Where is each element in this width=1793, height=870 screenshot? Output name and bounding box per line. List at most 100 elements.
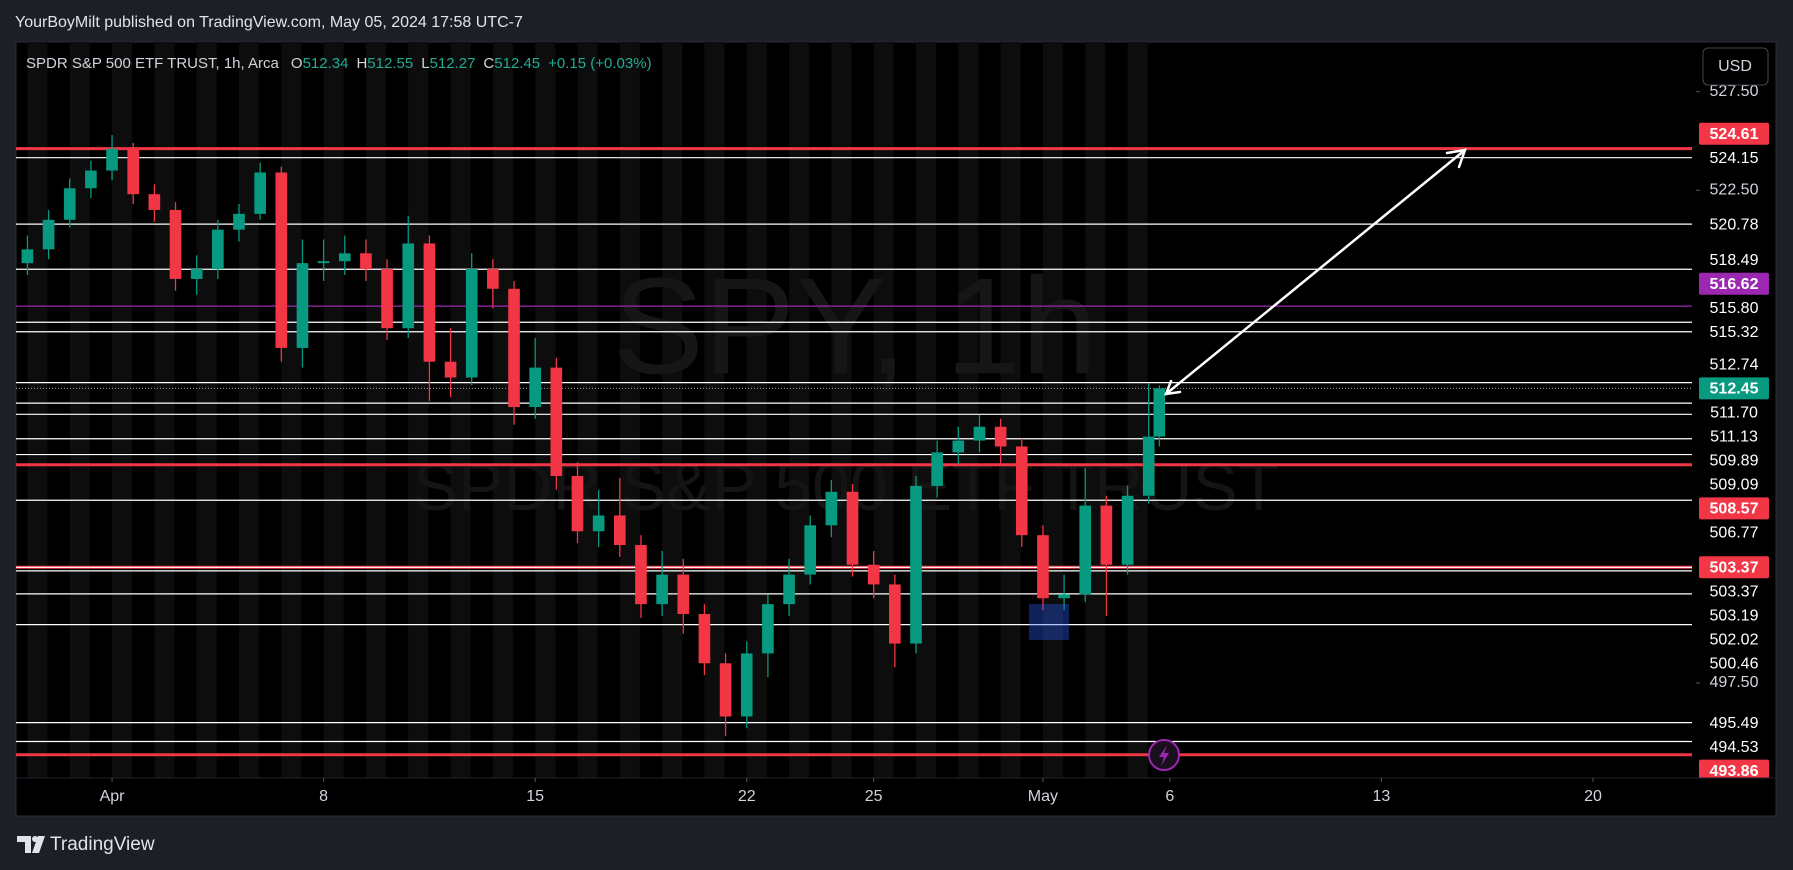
level-label: 503.37 xyxy=(1710,584,1759,601)
price-label-box xyxy=(1699,296,1769,319)
legend-value: 512.27 xyxy=(430,55,476,72)
legend-key: H xyxy=(356,55,367,72)
x-tick-label: 13 xyxy=(1373,788,1391,805)
x-tick-label: 6 xyxy=(1165,788,1174,805)
level-label: 500.46 xyxy=(1710,656,1759,673)
candle-body xyxy=(931,452,943,486)
legend-change: +0.15 (+0.03%) xyxy=(548,55,651,72)
price-label-box xyxy=(1699,604,1769,627)
legend-value: 512.55 xyxy=(367,55,413,72)
footer-brand: TradingView xyxy=(50,834,155,855)
legend-value: 512.34 xyxy=(303,55,349,72)
candle-body xyxy=(571,476,584,532)
price-label-box xyxy=(1699,146,1769,169)
candle-body xyxy=(677,574,690,615)
candle-body xyxy=(613,515,626,546)
legend-value: 512.45 xyxy=(494,55,540,72)
candle-body xyxy=(275,172,288,348)
level-label: 493.86 xyxy=(1710,763,1759,780)
currency-button[interactable] xyxy=(1702,47,1769,86)
candle-body xyxy=(1153,388,1166,437)
level-label: 511.70 xyxy=(1710,405,1758,422)
candle-body xyxy=(1100,505,1113,565)
x-tick-label: Apr xyxy=(100,788,126,805)
legend-key: L xyxy=(421,55,429,72)
candle-body xyxy=(190,269,203,279)
candle-body xyxy=(42,219,55,250)
session-shading xyxy=(16,42,1166,778)
price-label-box xyxy=(1699,122,1769,145)
price-label-box xyxy=(1699,652,1769,675)
candle-body xyxy=(846,491,859,565)
level-label: 524.61 xyxy=(1710,126,1759,143)
level-label: 512.74 xyxy=(1710,357,1759,374)
price-axis: 497.50 522.50 527.50 524.61 524.15 520.78 518.… xyxy=(1696,83,1769,780)
price-label-box xyxy=(1699,628,1769,651)
level-label: 515.80 xyxy=(1710,300,1759,317)
price-label-box xyxy=(1699,759,1769,778)
candle-body xyxy=(360,253,372,270)
last-price-label: 512.45 xyxy=(1710,381,1759,398)
alert-icon[interactable] xyxy=(1148,739,1180,771)
candle-body xyxy=(529,367,541,408)
candle-body xyxy=(1121,495,1134,565)
price-label-box xyxy=(1699,580,1769,603)
x-tick-label: 15 xyxy=(526,788,544,805)
price-label-box xyxy=(1699,711,1769,734)
price-label-box xyxy=(1699,425,1769,448)
candle-body xyxy=(465,269,478,378)
candle-body xyxy=(85,170,97,189)
candle-body xyxy=(508,288,520,408)
y-tick-label: 522.50 xyxy=(1710,181,1759,198)
candle-body xyxy=(381,269,393,329)
arrow-head xyxy=(1445,148,1467,169)
tradingview-logo: TradingView xyxy=(17,834,155,855)
candle-body xyxy=(254,172,266,214)
highlight-box xyxy=(1029,604,1069,640)
candle-body xyxy=(762,604,774,654)
candle-body xyxy=(148,194,161,210)
legend: SPDR S&P 500 ETF TRUST, 1h, Arca O512.34 H… xyxy=(26,55,652,72)
arrow-drawing xyxy=(1164,148,1467,396)
price-label-box xyxy=(1699,377,1769,400)
level-label: 509.09 xyxy=(1710,477,1759,494)
candle-body xyxy=(804,525,817,575)
x-tick-label: 20 xyxy=(1584,788,1602,805)
price-label-box xyxy=(1699,320,1769,343)
candle-body xyxy=(719,663,732,717)
candle-body xyxy=(994,426,1007,447)
candle-body xyxy=(169,209,182,279)
candle-body xyxy=(635,545,647,605)
candle-body xyxy=(1015,446,1028,536)
legend-key: O xyxy=(291,55,303,72)
price-label-box xyxy=(1699,353,1769,376)
publisher-header: YourBoyMilt published on TradingView.com… xyxy=(15,14,523,31)
alert-bolt xyxy=(1159,745,1169,766)
logo-t xyxy=(17,836,31,853)
level-label: 503.37 xyxy=(1710,560,1759,577)
level-label: 506.77 xyxy=(1710,525,1759,542)
candle-body xyxy=(910,485,922,644)
candle-body xyxy=(698,614,711,664)
watermark-symbol: SPY, 1h xyxy=(613,250,1098,403)
time-axis: Apr 8 15 22 25 May 6 13 20 xyxy=(100,778,1602,805)
logo-v xyxy=(32,836,45,853)
price-label-box xyxy=(1699,248,1769,271)
x-tick-label: 8 xyxy=(319,788,328,805)
candle-body xyxy=(889,584,901,644)
level-label: 518.49 xyxy=(1710,252,1759,269)
legend-key: C xyxy=(483,55,494,72)
price-label-box xyxy=(1699,473,1769,496)
candle-body xyxy=(740,653,753,717)
level-label: 502.02 xyxy=(1710,632,1759,649)
candle-body xyxy=(783,574,795,605)
level-label: 508.57 xyxy=(1710,501,1759,518)
candle-body xyxy=(423,243,436,362)
candle-body xyxy=(338,253,351,262)
currency-label[interactable]: USD xyxy=(1718,58,1752,75)
level-label: 509.89 xyxy=(1710,453,1759,470)
level-label: 516.62 xyxy=(1710,276,1759,293)
candle-body xyxy=(1037,535,1049,599)
candle-body xyxy=(127,148,140,195)
